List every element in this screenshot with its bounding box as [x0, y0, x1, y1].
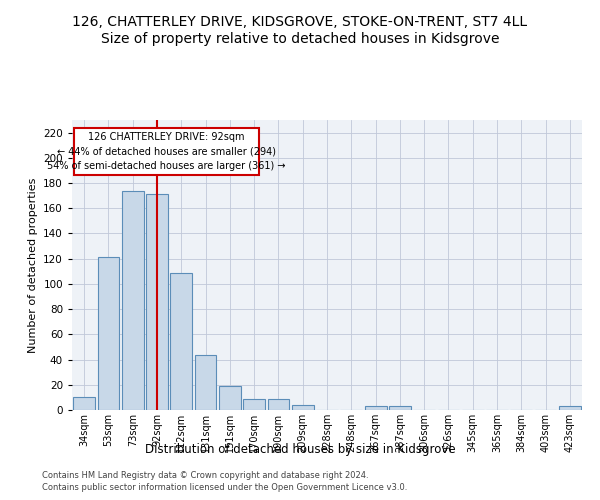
Bar: [219, 386, 241, 410]
Bar: [146, 194, 168, 410]
Bar: [97, 258, 119, 410]
Text: 126, CHATTERLEY DRIVE, KIDSGROVE, STOKE-ON-TRENT, ST7 4LL: 126, CHATTERLEY DRIVE, KIDSGROVE, STOKE-…: [73, 15, 527, 29]
Bar: [292, 405, 314, 410]
Bar: [559, 406, 581, 410]
Bar: [365, 406, 386, 410]
Y-axis label: Number of detached properties: Number of detached properties: [28, 178, 38, 352]
Text: Contains HM Land Registry data © Crown copyright and database right 2024.: Contains HM Land Registry data © Crown c…: [42, 471, 368, 480]
Text: Size of property relative to detached houses in Kidsgrove: Size of property relative to detached ho…: [101, 32, 499, 46]
Text: Contains public sector information licensed under the Open Government Licence v3: Contains public sector information licen…: [42, 484, 407, 492]
Text: 126 CHATTERLEY DRIVE: 92sqm
← 44% of detached houses are smaller (294)
54% of se: 126 CHATTERLEY DRIVE: 92sqm ← 44% of det…: [47, 132, 286, 172]
Bar: [268, 398, 289, 410]
Bar: [194, 354, 217, 410]
FancyBboxPatch shape: [74, 128, 259, 176]
Bar: [389, 406, 411, 410]
Text: Distribution of detached houses by size in Kidsgrove: Distribution of detached houses by size …: [145, 442, 455, 456]
Bar: [243, 398, 265, 410]
Bar: [170, 272, 192, 410]
Bar: [122, 190, 143, 410]
Bar: [73, 398, 95, 410]
